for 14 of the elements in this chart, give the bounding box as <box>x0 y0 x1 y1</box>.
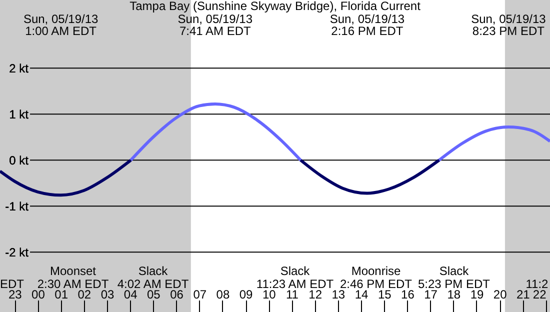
chart-title: Tampa Bay (Sunshine Skyway Bridge), Florida Current <box>130 0 422 13</box>
y-tick-label: -1 kt <box>5 200 30 214</box>
x2-tick-label: Sun, 05/19/13 7:41 AM EDT <box>178 12 253 38</box>
x-tick-label: 08 <box>216 288 230 302</box>
x2-tick-label: Sun, 05/19/13 1:00 AM EDT <box>23 12 98 38</box>
x2-tick-label: Sun, 05/19/13 2:16 PM EDT <box>330 12 405 38</box>
x-tick-label: 20 <box>493 288 508 302</box>
x-tick-label: 09 <box>239 288 254 302</box>
x2-tick-label: Sun, 05/19/13 8:23 PM EDT <box>471 12 546 38</box>
y-tick-label: 0 kt <box>9 154 30 168</box>
x-tick-label: 07 <box>193 288 207 302</box>
y-tick-label: 2 kt <box>9 62 30 76</box>
y-tick-label: 1 kt <box>9 108 30 122</box>
y-tick-label: -2 kt <box>5 246 30 260</box>
